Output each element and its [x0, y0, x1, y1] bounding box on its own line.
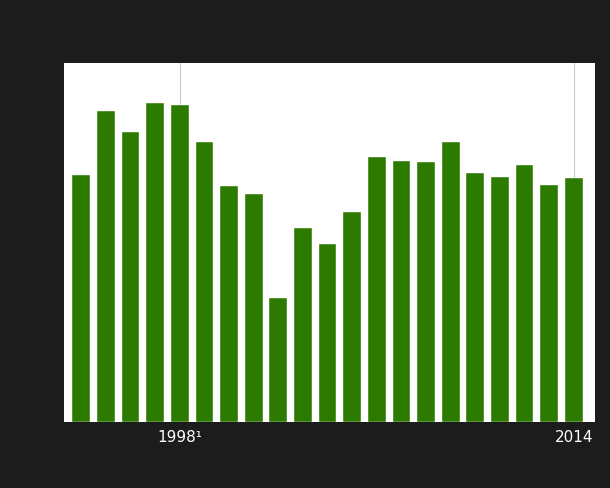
Bar	[97, 111, 115, 422]
Bar	[467, 173, 484, 422]
Bar	[245, 194, 262, 422]
Bar	[565, 178, 583, 422]
Bar	[220, 186, 238, 422]
Bar	[515, 165, 533, 422]
Bar	[146, 103, 164, 422]
Bar	[318, 244, 337, 422]
Bar	[294, 227, 312, 422]
Bar	[171, 105, 188, 422]
Bar	[270, 298, 287, 422]
Bar	[73, 175, 90, 422]
Bar	[393, 161, 411, 422]
Bar	[343, 212, 361, 422]
Bar	[121, 132, 140, 422]
Bar	[196, 142, 214, 422]
Bar	[540, 184, 558, 422]
Bar	[442, 142, 459, 422]
Bar	[368, 158, 386, 422]
Bar	[491, 177, 509, 422]
Bar	[417, 163, 435, 422]
